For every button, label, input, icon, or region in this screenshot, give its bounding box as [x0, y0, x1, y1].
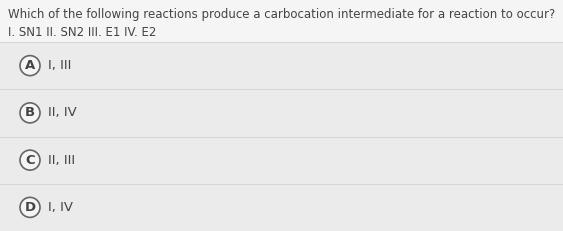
FancyBboxPatch shape — [0, 42, 563, 89]
Text: Which of the following reactions produce a carbocation intermediate for a reacti: Which of the following reactions produce… — [8, 8, 555, 21]
Circle shape — [20, 103, 40, 123]
Circle shape — [20, 197, 40, 217]
FancyBboxPatch shape — [0, 89, 563, 137]
Text: II, III: II, III — [48, 154, 75, 167]
Circle shape — [20, 150, 40, 170]
Text: II, IV: II, IV — [48, 106, 77, 119]
Text: C: C — [25, 154, 35, 167]
Text: A: A — [25, 59, 35, 72]
FancyBboxPatch shape — [0, 184, 563, 231]
FancyBboxPatch shape — [0, 137, 563, 184]
Circle shape — [20, 56, 40, 76]
Text: D: D — [24, 201, 35, 214]
Text: I, IV: I, IV — [48, 201, 73, 214]
Text: I. SN1 II. SN2 III. E1 IV. E2: I. SN1 II. SN2 III. E1 IV. E2 — [8, 26, 157, 39]
Text: B: B — [25, 106, 35, 119]
Text: I, III: I, III — [48, 59, 72, 72]
